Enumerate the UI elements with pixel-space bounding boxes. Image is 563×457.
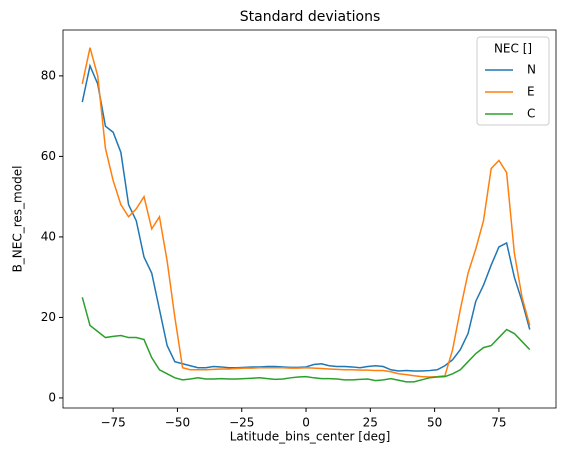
x-tick-label: −25: [229, 416, 254, 430]
x-tick-label: 25: [363, 416, 378, 430]
y-tick-label: 80: [41, 68, 56, 82]
x-tick-label: 75: [491, 416, 506, 430]
y-tick-label: 40: [41, 229, 56, 243]
x-tick-label: 0: [302, 416, 310, 430]
legend-label: C: [527, 107, 535, 121]
x-axis-label: Latitude_bins_center [deg]: [230, 430, 391, 444]
y-axis-label: B_NEC_res_model: [11, 166, 25, 273]
y-tick-label: 0: [48, 390, 56, 404]
chart-title: Standard deviations: [240, 9, 381, 25]
x-tick-label: 50: [427, 416, 442, 430]
series-line: [81, 63, 531, 372]
legend-box: [476, 36, 550, 126]
legend-label: N: [527, 63, 536, 77]
y-tick-label: 60: [41, 149, 56, 163]
series-line: [81, 297, 531, 383]
y-tick-label: 20: [41, 310, 56, 324]
x-tick-label: −75: [100, 416, 125, 430]
series-line: [81, 47, 531, 378]
legend-title: NEC []: [494, 42, 532, 56]
legend-label: E: [527, 85, 535, 99]
plot-frame: [62, 29, 557, 409]
x-tick-label: −50: [165, 416, 190, 430]
